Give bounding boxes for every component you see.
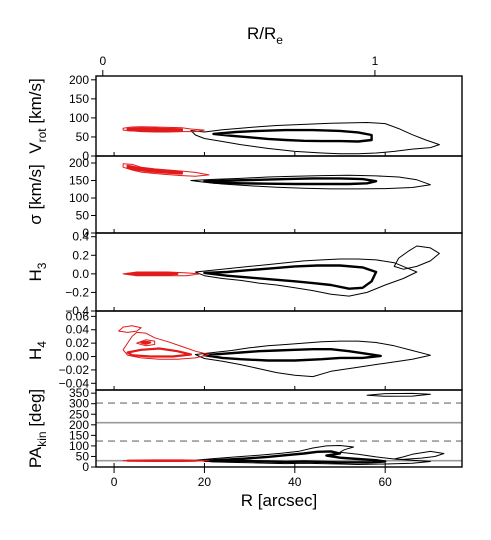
y-tick-label: 250	[69, 407, 89, 421]
contour-red-inner	[140, 340, 152, 345]
y-tick-label: 50	[76, 209, 90, 223]
plot-area-h4	[118, 325, 431, 378]
y-tick-label: 100	[69, 111, 89, 125]
y-tick-label: 200	[69, 73, 89, 87]
top-tick-label: 0	[99, 54, 106, 68]
y-tick-label: 100	[69, 191, 89, 205]
y-tick-label: 200	[69, 418, 89, 432]
y-tick-label: 150	[69, 174, 89, 188]
y-tick-label: 0	[82, 149, 89, 163]
y-tick-label: 200	[69, 156, 89, 170]
y-tick-label: 0.4	[72, 230, 89, 244]
y-tick-label: 150	[69, 428, 89, 442]
y-tick-label: −0.4	[65, 304, 89, 318]
panel-frame	[95, 389, 463, 468]
x-axis-label: R [arcsec]	[241, 491, 318, 510]
y-tick-label: −0.2	[65, 285, 89, 299]
contour-red-outer	[136, 339, 156, 347]
x-tick-label: 40	[288, 475, 302, 489]
x-tick-label: 20	[198, 475, 212, 489]
top-axis-label: R/Re	[247, 24, 283, 47]
x-tick-label: 0	[111, 475, 118, 489]
plot-area-vrot	[122, 122, 440, 155]
y-tick-label: −0.02	[59, 363, 90, 377]
y-axis-label-h4: H4	[26, 341, 49, 360]
contour-black-inner	[203, 348, 382, 362]
y-tick-label: 300	[69, 397, 89, 411]
y-tick-label: 0	[82, 460, 89, 474]
contour-black-outer	[194, 258, 418, 297]
y-axis-label-h3: H3	[26, 262, 49, 281]
contour-black-outer	[393, 245, 440, 270]
y-tick-label: 50	[76, 449, 90, 463]
panel-frame	[95, 155, 463, 234]
y-tick-label: 0.0	[72, 267, 89, 281]
panel-h4: −0.04−0.020.000.020.040.06 H4	[26, 309, 463, 391]
plot-area-h3	[122, 245, 440, 297]
panel-frame	[95, 75, 463, 157]
x-tick-label: 60	[379, 475, 393, 489]
y-tick-label: −0.04	[59, 376, 90, 390]
y-tick-label: 50	[76, 130, 90, 144]
y-axis-label-sigma: σ [km/s]	[26, 164, 45, 225]
panel-h3: −0.4 −0.2 0.0 0.2 0.4 H3	[26, 230, 463, 318]
y-tick-label: 0.04	[66, 323, 90, 337]
contour-black-outer	[366, 392, 431, 397]
contour-red-inner	[126, 347, 192, 358]
y-axis-label-vrot: Vrot [km/s]	[26, 78, 49, 153]
panel-sigma: 0 50 100 150 200 σ [km/s]	[26, 155, 463, 240]
contour-black-inner	[203, 177, 378, 186]
plot-area-sigma	[122, 163, 431, 190]
contour-red-outer	[118, 325, 142, 333]
y-tick-label: 350	[69, 386, 89, 400]
y-tick-label: 0.02	[66, 336, 90, 350]
contour-black-outer	[190, 122, 440, 155]
contour-red-outer	[122, 331, 210, 360]
contour-red-outer	[122, 163, 210, 177]
contour-red-inner	[126, 164, 183, 175]
contour-red-inner	[126, 127, 183, 132]
contour-black-outer	[194, 340, 431, 378]
plot-area-pa	[96, 392, 462, 465]
contour-red-inner	[126, 271, 179, 276]
y-tick-label: 100	[69, 439, 89, 453]
contour-black-inner	[203, 264, 378, 290]
y-axis-label-pa: PAkin [deg]	[26, 389, 49, 468]
contour-black-outer	[190, 174, 431, 190]
y-tick-label: 150	[69, 92, 89, 106]
contour-black-outer	[393, 450, 445, 460]
y-tick-label: 0	[82, 226, 89, 240]
y-tick-label: 0.2	[72, 248, 89, 262]
y-tick-label: 0.06	[66, 309, 90, 323]
contour-black-inner	[212, 128, 373, 143]
panel-vrot: 0 50 100 150 200 Vrot [km/s]	[26, 73, 463, 163]
top-tick-label: 1	[372, 54, 379, 68]
contour-black-inner	[203, 450, 387, 464]
y-tick-label: 0.00	[66, 350, 90, 364]
